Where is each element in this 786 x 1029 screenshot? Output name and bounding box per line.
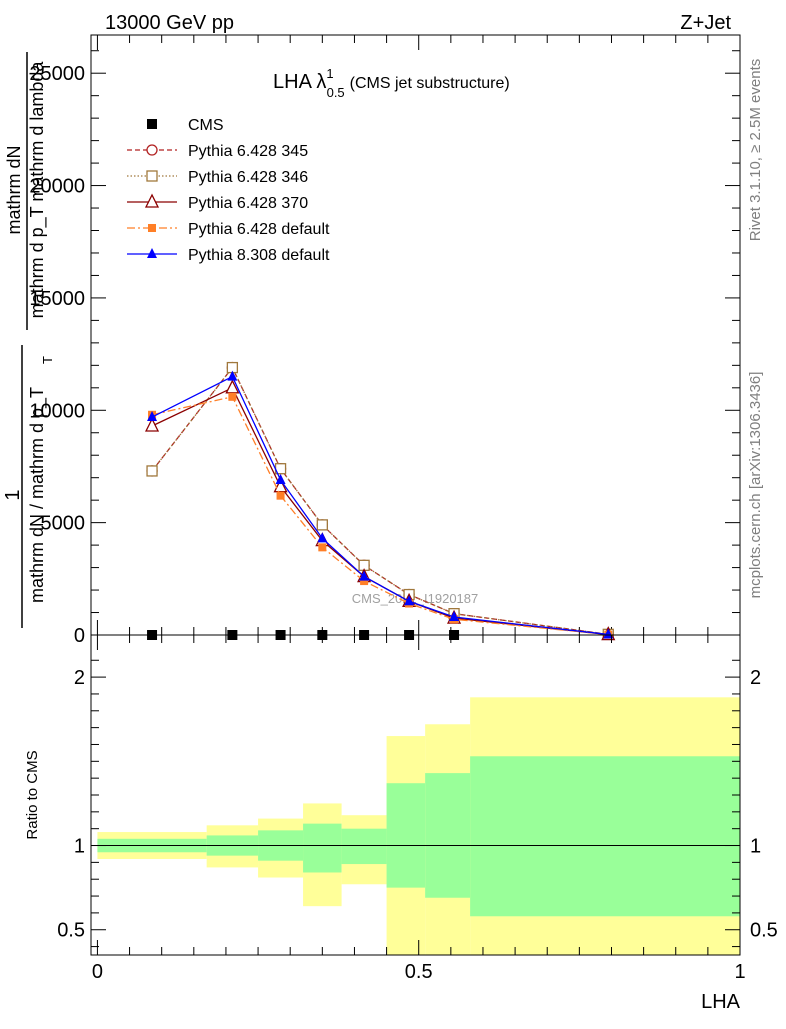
legend-label: Pythia 6.428 default <box>188 221 330 238</box>
title-sup: 1 <box>326 66 333 81</box>
main-series-layer <box>144 361 616 641</box>
title-note: (CMS jet substructure) <box>350 75 510 92</box>
legend-marker <box>147 248 157 258</box>
ratio-y-tick-label-right: 1 <box>750 836 761 858</box>
header-energy-label: 13000 GeV pp <box>105 12 234 34</box>
y-tick-label: 10000 <box>29 400 85 422</box>
data-point <box>317 532 328 543</box>
data-point <box>449 611 460 622</box>
ratio-band-inner <box>470 756 740 917</box>
y-tick-label: 25000 <box>29 63 85 85</box>
title-sub: 0.5 <box>327 85 345 100</box>
main-plot-title: LHA λ1 0.5 (CMS jet substructure) <box>273 66 510 100</box>
ratio-band-inner <box>303 823 342 873</box>
main-panel: 0 5000 10000 15000 20000 25000 LHA λ1 0.5 (CMS … <box>29 34 741 647</box>
data-point <box>316 519 328 531</box>
legend-marker <box>144 193 160 208</box>
ratio-y-tick-label: 0.5 <box>57 920 85 942</box>
main-y-label: 1 mathrm dN mathrm d p_T mathrm d lambda… <box>2 52 55 628</box>
header-process-label: Z+Jet <box>680 12 731 34</box>
x-axis-label: LHA <box>701 991 741 1013</box>
ratio-y-tick-label: 2 <box>74 667 85 689</box>
ratio-band-inner <box>341 828 387 865</box>
ratio-y-tick-label-right: 2 <box>750 667 761 689</box>
rivet-label: Rivet 3.1.10, ≥ 2.5M events <box>747 59 764 242</box>
ratio-band-inner <box>425 773 471 898</box>
data-point <box>360 577 369 586</box>
data-point <box>227 370 238 381</box>
ratio-panel: 0.5 0.51 12 20 0.5 1 Ratio to CMS LHA <box>24 634 778 1013</box>
series-line <box>151 375 609 636</box>
y-tick-label: 0 <box>74 625 85 647</box>
legend-label: Pythia 6.428 370 <box>188 195 308 212</box>
ylabel-denominator-a: mathrm d p_T mathrm d lambda <box>27 61 48 319</box>
legend: CMS Pythia 6.428 345 Pythia 6.428 346 Pythi… <box>127 117 330 264</box>
legend-marker <box>146 170 158 182</box>
legend-label: Pythia 6.428 345 <box>188 143 308 160</box>
x-tick-label: 0.5 <box>405 961 433 983</box>
data-point <box>318 543 327 552</box>
data-point <box>147 411 158 422</box>
ylabel-sub-t: T <box>40 356 55 364</box>
mcplots-label: mcplots.cern.ch [arXiv:1306.3436] <box>747 372 764 599</box>
legend-marker <box>148 224 156 232</box>
ratio-y-label: Ratio to CMS <box>24 750 41 839</box>
ratio-y-tick-label: 1 <box>74 836 85 858</box>
ylabel-numerator-a: mathrm dN <box>4 145 24 234</box>
data-point <box>144 417 160 432</box>
y-tick-label: 20000 <box>29 176 85 198</box>
series-line <box>151 366 609 635</box>
ratio-bands <box>97 697 740 955</box>
ylabel-one: 1 <box>2 489 24 500</box>
data-point <box>359 570 370 581</box>
ratio-ticks: 0.5 0.51 12 20 0.5 1 <box>57 635 778 983</box>
ratio-band-inner <box>386 783 426 888</box>
data-point <box>404 595 415 606</box>
data-point <box>275 473 286 484</box>
x-tick-label: 0 <box>92 961 103 983</box>
ylabel-denominator-b: mathrm dN / mathrm d p_T <box>27 387 48 603</box>
data-point <box>603 628 614 639</box>
data-point <box>276 491 285 500</box>
legend-label: Pythia 8.308 default <box>188 247 330 264</box>
series-line <box>151 386 609 636</box>
ratio-y-tick-label-right: 0.5 <box>750 920 778 942</box>
legend-marker <box>146 144 158 156</box>
y-tick-label: 15000 <box>29 288 85 310</box>
data-point <box>228 392 237 401</box>
main-y-ticks: 0 5000 10000 15000 20000 25000 <box>29 35 741 647</box>
x-tick-label: 1 <box>734 961 745 983</box>
series-pythia-8-308-default <box>147 370 614 639</box>
title-main: LHA λ <box>273 71 326 93</box>
series-line <box>151 396 609 636</box>
data-point <box>146 465 158 477</box>
legend-marker <box>147 119 157 129</box>
watermark: CMS_2021_I1920187 <box>352 591 479 606</box>
y-tick-label: 5000 <box>41 513 86 535</box>
legend-label: CMS <box>188 117 224 134</box>
legend-label: Pythia 6.428 346 <box>188 169 308 186</box>
